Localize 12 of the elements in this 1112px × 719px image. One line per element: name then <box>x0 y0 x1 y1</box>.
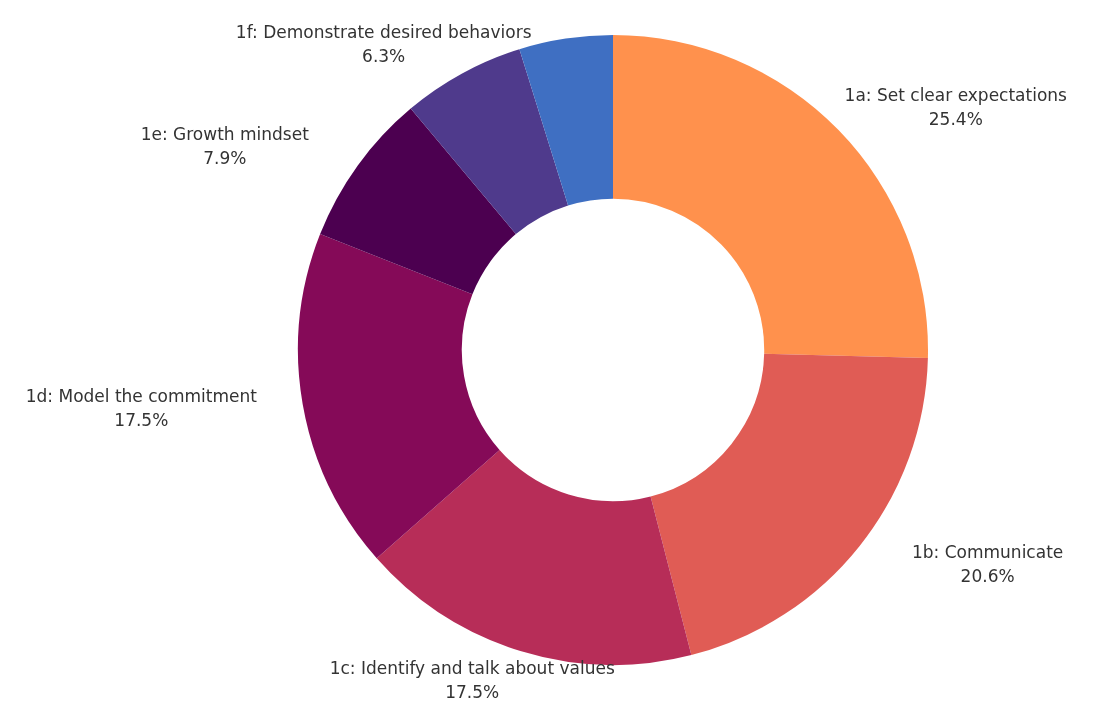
data-label: 6.3% <box>362 46 406 67</box>
data-label: 17.5% <box>445 681 500 702</box>
slice-label: 1b: Communicate <box>911 542 1064 563</box>
data-label: 7.9% <box>203 147 247 168</box>
slice-label: 1c: Identify and talk about values <box>329 657 615 678</box>
slice-label: 1e: Growth mindset <box>140 123 310 144</box>
data-label: 20.6% <box>960 566 1015 587</box>
slice-label: 1f: Demonstrate desired behaviors <box>235 22 532 43</box>
slice-label: 1a: Set clear expectations <box>844 84 1068 105</box>
slice-label: 1d: Model the commitment <box>25 386 258 406</box>
data-label: 25.4% <box>928 108 983 129</box>
data-label: 17.5% <box>114 410 169 430</box>
